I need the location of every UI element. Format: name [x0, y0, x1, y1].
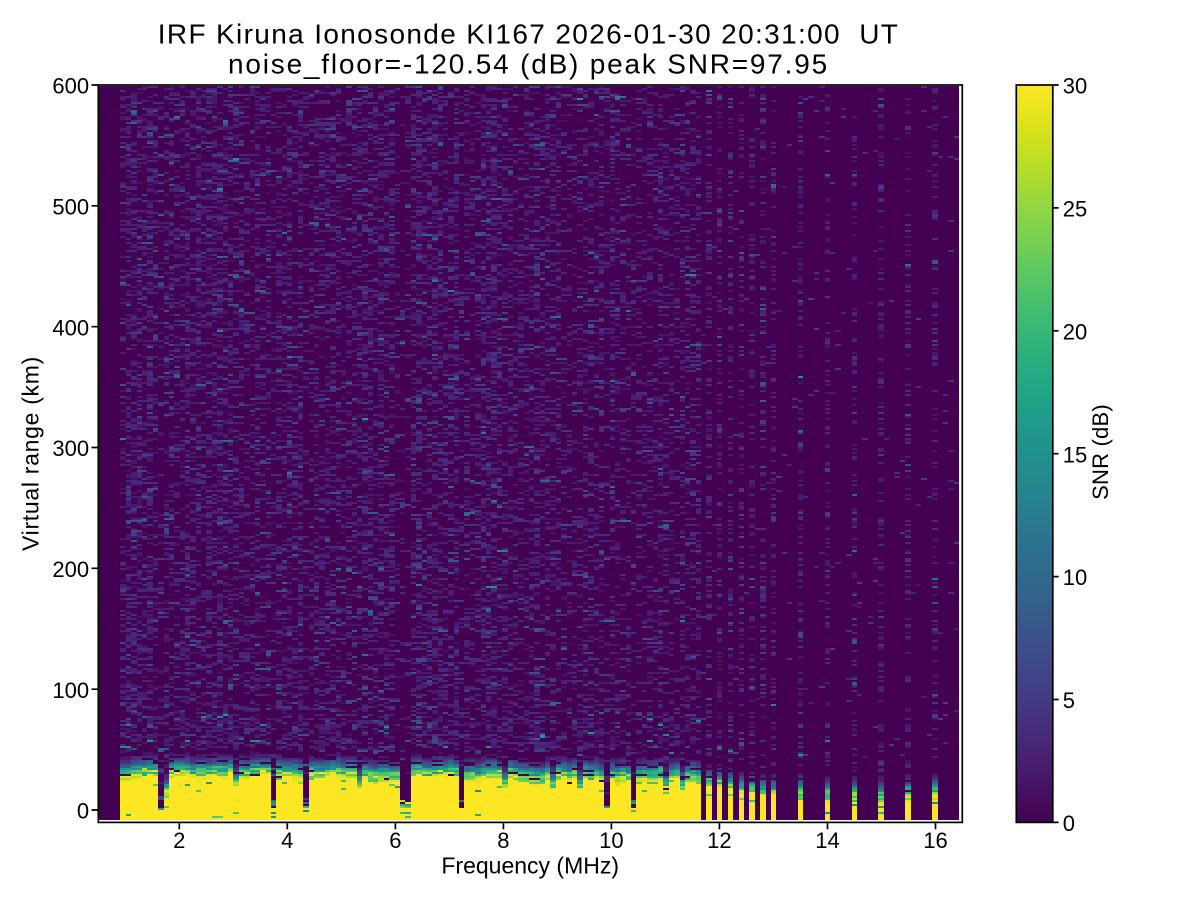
- svg-text:noise_floor=-120.54 (dB) peak: noise_floor=-120.54 (dB) peak SNR=97.95: [228, 48, 829, 79]
- svg-text:300: 300: [52, 436, 89, 461]
- svg-text:6: 6: [389, 828, 401, 853]
- svg-text:16: 16: [923, 828, 947, 853]
- svg-text:Frequency (MHz): Frequency (MHz): [441, 853, 619, 879]
- svg-text:4: 4: [281, 828, 293, 853]
- svg-text:5: 5: [1063, 688, 1075, 713]
- svg-text:100: 100: [52, 678, 89, 703]
- svg-text:IRF Kiruna Ionosonde KI167 202: IRF Kiruna Ionosonde KI167 2026-01-30 20…: [158, 19, 900, 50]
- svg-text:400: 400: [52, 315, 89, 340]
- svg-text:500: 500: [52, 194, 89, 219]
- svg-text:0: 0: [77, 799, 89, 824]
- svg-text:200: 200: [52, 557, 89, 582]
- svg-text:25: 25: [1063, 197, 1087, 222]
- svg-text:30: 30: [1063, 74, 1087, 99]
- svg-text:10: 10: [1063, 565, 1087, 590]
- svg-text:15: 15: [1063, 442, 1087, 467]
- svg-text:14: 14: [815, 828, 839, 853]
- svg-text:0: 0: [1063, 811, 1075, 836]
- svg-text:10: 10: [599, 828, 623, 853]
- svg-text:2: 2: [173, 828, 185, 853]
- svg-text:8: 8: [497, 828, 509, 853]
- svg-text:20: 20: [1063, 319, 1087, 344]
- svg-text:12: 12: [707, 828, 731, 853]
- svg-text:600: 600: [52, 74, 89, 99]
- svg-text:SNR (dB): SNR (dB): [1088, 404, 1113, 500]
- svg-text:Virtual range (km): Virtual range (km): [18, 356, 44, 551]
